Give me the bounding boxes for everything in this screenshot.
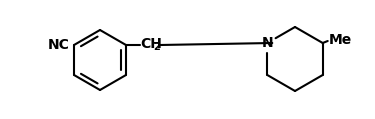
- Text: NC: NC: [48, 38, 70, 52]
- Text: 2: 2: [153, 42, 160, 52]
- Text: CH: CH: [140, 37, 162, 51]
- Text: Me: Me: [329, 33, 352, 47]
- Text: N: N: [261, 36, 273, 50]
